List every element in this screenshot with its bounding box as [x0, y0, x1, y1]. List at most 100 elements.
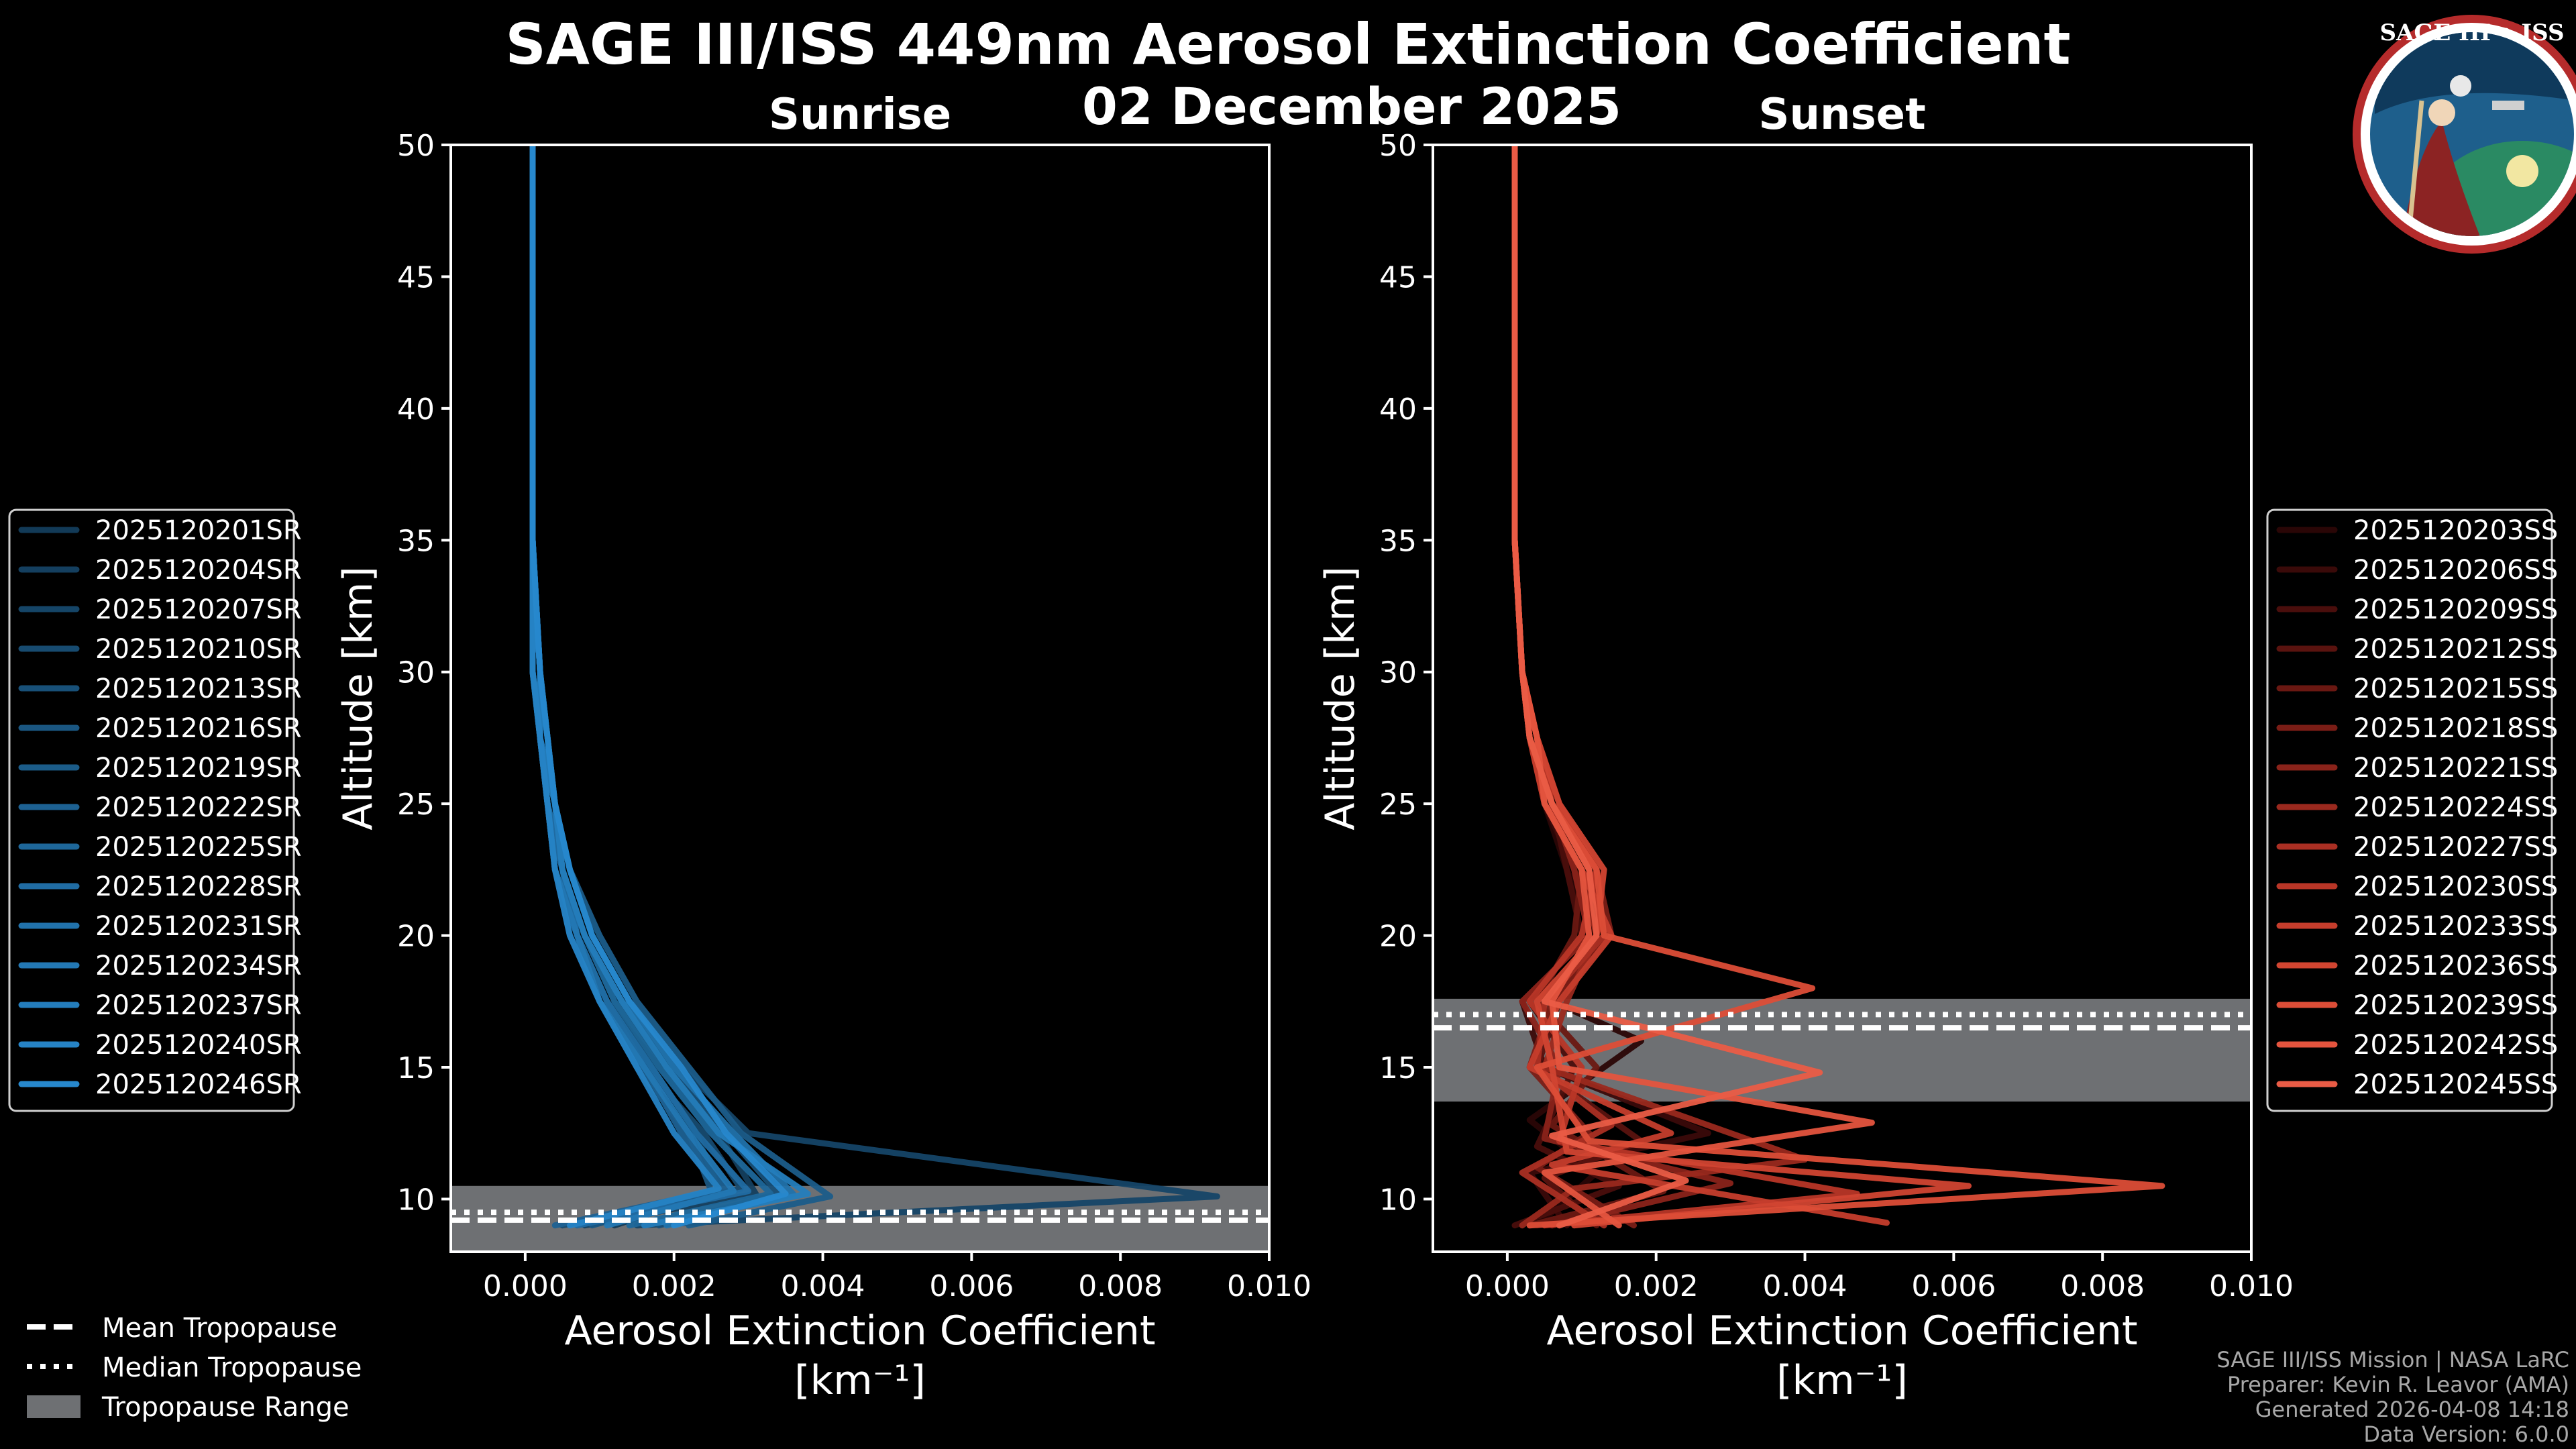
sunset-xtick-label: 0.004 [1763, 1269, 1847, 1303]
sunset-ytick-label: 30 [1379, 656, 1417, 690]
sunrise-ytick-label: 35 [397, 524, 435, 558]
sunrise-ytick-label: 25 [397, 788, 435, 822]
sunset-ytick-label: 40 [1379, 392, 1417, 427]
sunset-ytick-label: 20 [1379, 920, 1417, 954]
sunrise-xtick-label: 0.006 [929, 1269, 1014, 1303]
sunset-legend-label: 2025120209SS [2353, 594, 2558, 625]
sunrise-legend-label: 2025120207SR [95, 594, 302, 625]
logo-moon [2450, 75, 2471, 97]
sunset-xtick-label: 0.002 [1614, 1269, 1699, 1303]
sunrise-ytick-label: 45 [397, 260, 435, 294]
sunset-ytick-label: 10 [1379, 1183, 1417, 1217]
sunrise-legend-label: 2025120222SR [95, 792, 302, 823]
credits-generated: Generated 2026-04-08 14:18 [2255, 1397, 2569, 1422]
sunset-axes-frame [1432, 144, 2253, 1253]
sunset-profile-2025120245SS [1511, 145, 1823, 1229]
sunset-legend-label: 2025120227SS [2353, 832, 2558, 863]
logo-figure-robe [2402, 121, 2482, 236]
logo-station [2492, 101, 2524, 110]
sunrise-xtick-label: 0.008 [1078, 1269, 1163, 1303]
sunrise-xtick-label: 0.004 [781, 1269, 865, 1303]
sunrise-legend-label: 2025120234SR [95, 951, 302, 981]
sunset-xlabel-unit: [km⁻¹] [1776, 1357, 1908, 1404]
sunset-legend-label: 2025120206SS [2353, 555, 2558, 586]
logo-figure-head [2428, 99, 2455, 126]
logo-sun [2506, 155, 2538, 187]
figure-date: 02 December 2025 [1082, 76, 1621, 136]
sunset-legend-label: 2025120239SS [2353, 990, 2558, 1021]
sunrise-legend-label: 2025120216SR [95, 713, 302, 744]
figure-title: SAGE III/ISS 449nm Aerosol Extinction Co… [505, 11, 2070, 77]
sunrise-legend-label: 2025120237SR [95, 990, 302, 1021]
sunrise-xlabel-unit: [km⁻¹] [794, 1357, 926, 1404]
sunrise-ytick-label: 30 [397, 656, 435, 690]
sunrise-ytick-label: 10 [397, 1183, 435, 1217]
sunrise-ytick-label: 40 [397, 392, 435, 427]
sunset-subtitle: Sunset [1758, 90, 1925, 140]
sunset-legend-label: 2025120236SS [2353, 951, 2558, 981]
sunrise-legend-label: 2025120201SR [95, 515, 302, 546]
sunset-legend: 2025120203SS 2025120206SS 2025120209SS 2025… [2266, 508, 2558, 1112]
sunset-legend-label: 2025120233SS [2353, 911, 2558, 942]
sunrise-legend-label: 2025120204SR [95, 555, 302, 586]
sunrise-ylabel: Altitude [km] [335, 566, 382, 830]
sunrise-xtick-label: 0.010 [1227, 1269, 1311, 1303]
sunrise-xlabel: Aerosol Extinction Coefficient [565, 1307, 1156, 1354]
sunset-ytick-label: 25 [1379, 788, 1417, 822]
sunset-legend-label: 2025120215SS [2353, 674, 2558, 704]
sunrise-ytick-label: 50 [397, 129, 435, 163]
sunrise-subtitle: Sunrise [769, 90, 951, 140]
sunrise-legend-label: 2025120219SR [95, 753, 302, 784]
sunset-xtick-label: 0.000 [1465, 1269, 1550, 1303]
sunset-ytick-label: 50 [1379, 129, 1417, 163]
sunrise-legend-frame [8, 508, 295, 1112]
sunrise-plot-area [451, 145, 1269, 1252]
sunset-legend-label: 2025120212SS [2353, 634, 2558, 665]
sunrise-legend-label: 2025120210SR [95, 634, 302, 665]
sunset-ytick-label: 35 [1379, 524, 1417, 558]
sunrise-xtick-label: 0.002 [632, 1269, 716, 1303]
tropopause-legend: Mean Tropopause Median Tropopause Tropop… [27, 1313, 362, 1423]
sunrise-axes-frame [449, 144, 1271, 1253]
sunrise-panel: 10 15 20 25 30 35 40 45 50 0.000 0.002 0.004 0.006 0.… [335, 90, 1311, 1404]
sunset-panel: 10 15 20 25 30 35 40 45 50 0.000 0.002 0.004 0.006 0.… [1317, 90, 2294, 1404]
sunset-legend-label: 2025120245SS [2353, 1069, 2558, 1100]
sunrise-ytick-label: 15 [397, 1051, 435, 1085]
tropopause-range-label: Tropopause Range [101, 1392, 350, 1423]
credits-data-version: Data Version: 6.0.0 [2363, 1421, 2569, 1447]
sunrise-legend-label: 2025120228SR [95, 871, 302, 902]
sunset-legend-label: 2025120230SS [2353, 871, 2558, 902]
sunset-ylabel: Altitude [km] [1317, 566, 1364, 830]
sunset-xtick-label: 0.006 [1911, 1269, 1996, 1303]
tropopause-range-swatch [27, 1395, 80, 1418]
sunrise-xtick-label: 0.000 [483, 1269, 568, 1303]
sunset-ytick-label: 45 [1379, 260, 1417, 294]
sunrise-legend-label: 2025120246SR [95, 1069, 302, 1100]
sunset-xtick-label: 0.008 [2060, 1269, 2145, 1303]
sunrise-legend-label: 2025120240SR [95, 1030, 302, 1061]
sunset-ytick-label: 15 [1379, 1051, 1417, 1085]
credits-mission: SAGE III/ISS Mission | NASA LaRC [2216, 1347, 2569, 1373]
sunset-xlabel: Aerosol Extinction Coefficient [1547, 1307, 2138, 1354]
credits: SAGE III/ISS Mission | NASA LaRC Prepare… [2216, 1347, 2569, 1447]
sunrise-legend-label: 2025120231SR [95, 911, 302, 942]
sunset-legend-label: 2025120218SS [2353, 713, 2558, 744]
sunrise-profile-2025120246SR [529, 145, 789, 1229]
sunset-xtick-label: 0.010 [2209, 1269, 2294, 1303]
median-tropopause-label: Median Tropopause [102, 1352, 362, 1383]
sunset-legend-label: 2025120203SS [2353, 515, 2558, 546]
logo-title: SAGE III • ISS [2379, 19, 2564, 46]
sunrise-legend-label: 2025120213SR [95, 674, 302, 704]
sunrise-legend: 2025120201SR 2025120204SR 2025120207SR 2025… [8, 508, 302, 1112]
sunset-legend-frame [2266, 508, 2553, 1112]
sunset-legend-label: 2025120221SS [2353, 753, 2558, 784]
sunrise-ytick-label: 20 [397, 920, 435, 954]
sunrise-legend-label: 2025120225SR [95, 832, 302, 863]
mean-tropopause-label: Mean Tropopause [102, 1313, 337, 1344]
credits-preparer: Preparer: Kevin R. Leavor (AMA) [2227, 1372, 2569, 1397]
sage-logo: SAGE III • ISS [2353, 15, 2576, 254]
sunset-plot-area [1433, 145, 2251, 1229]
sunset-legend-label: 2025120224SS [2353, 792, 2558, 823]
